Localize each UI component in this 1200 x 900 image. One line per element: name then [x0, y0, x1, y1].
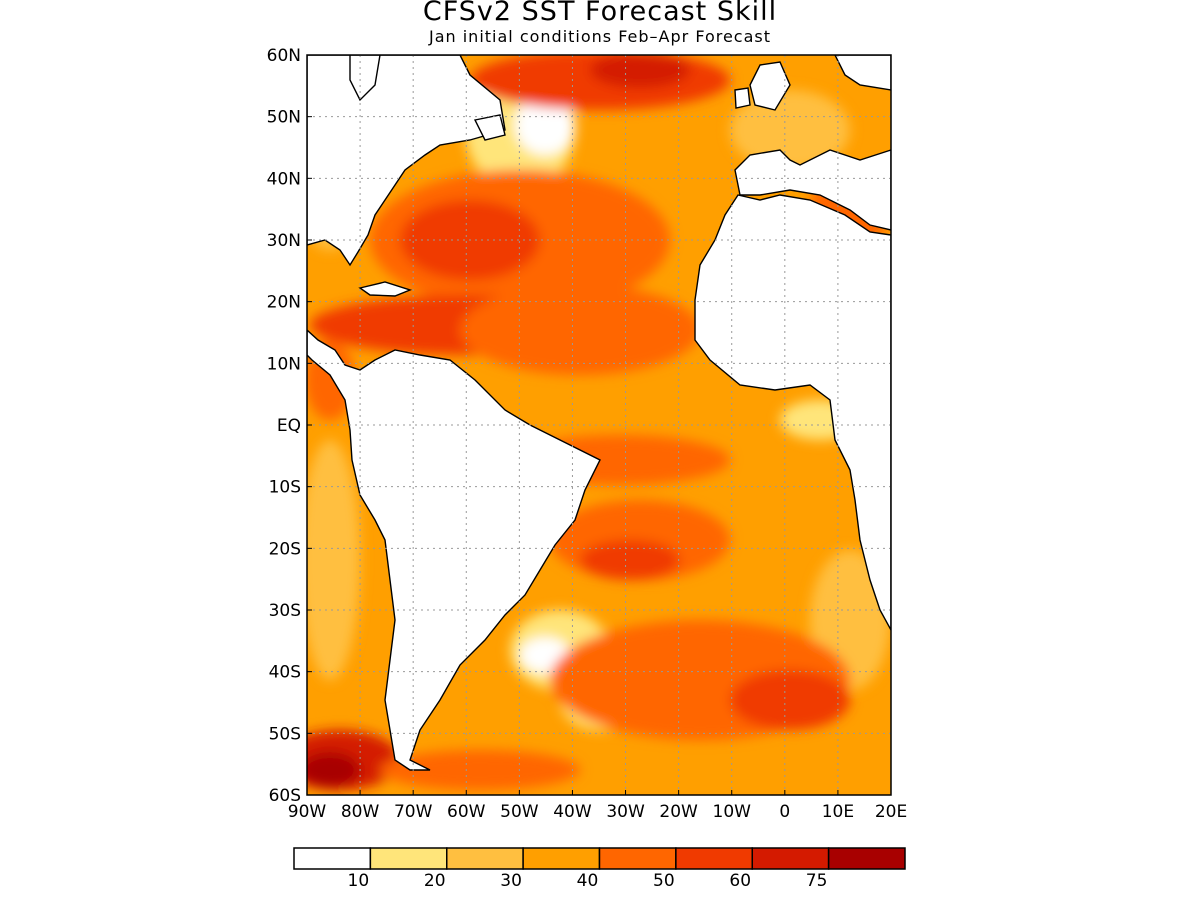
land-masses [307, 55, 891, 771]
colorbar-swatch [369, 847, 448, 870]
colorbar-level-label: 40 [576, 871, 599, 891]
latitude-tick-label: 60S [269, 786, 301, 806]
longitude-tick-label: 40W [553, 802, 592, 822]
longitude-tick-label: 20W [659, 802, 698, 822]
longitude-tick-label: 10E [822, 802, 854, 822]
colorbar-level-label: 30 [500, 871, 522, 891]
map-subtitle: Jan initial conditions Feb–Apr Forecast [428, 27, 772, 46]
colorbar-level-label: 60 [729, 871, 752, 891]
latitude-tick-label: 30N [267, 231, 301, 251]
longitude-tick-label: 80W [341, 802, 380, 822]
longitude-tick-label: 70W [394, 802, 433, 822]
colorbar-swatch [827, 847, 906, 870]
latitude-tick-label: 40N [267, 169, 301, 189]
skill-field [307, 55, 891, 795]
latitude-tick-label: 50N [267, 108, 301, 128]
latitude-tick-label: EQ [277, 416, 301, 436]
colorbar-level-label: 75 [805, 871, 828, 891]
latitude-tick-label: 10S [269, 478, 301, 498]
longitude-tick-label: 20E [875, 802, 907, 822]
latitude-tick-label: 60N [267, 46, 301, 66]
colorbar-swatch [751, 847, 830, 870]
latitude-tick-label: 10N [267, 354, 301, 374]
colorbar [293, 847, 906, 870]
colorbar-level-label: 20 [423, 871, 446, 891]
longitude-tick-label: 30W [606, 802, 645, 822]
colorbar-swatch [446, 847, 524, 870]
colorbar-swatch [293, 847, 372, 870]
longitude-tick-label: 10W [713, 802, 752, 822]
latitude-tick-label: 30S [269, 601, 301, 621]
longitude-axis: 90W 80W 70W 60W 50W 40W 30W 20W 10W 0 10E 20E [288, 790, 907, 822]
latitude-tick-label: 50S [269, 724, 301, 744]
latitude-axis: 60N 50N 40N 30N 20N 10N EQ 10S 20S 30S 40S 50S 60S [267, 46, 312, 806]
map-title: CFSv2 SST Forecast Skill [422, 0, 778, 27]
longitude-tick-label: 90W [288, 802, 327, 822]
latitude-tick-label: 40S [269, 663, 301, 683]
colorbar-level-label: 50 [653, 871, 675, 891]
colorbar-swatch [522, 847, 601, 870]
longitude-tick-label: 60W [447, 802, 486, 822]
latitude-tick-label: 20S [269, 539, 301, 559]
grid-lines [307, 55, 891, 795]
colorbar-swatch [675, 847, 753, 870]
longitude-tick-label: 0 [779, 802, 790, 822]
colorbar-level-label: 10 [347, 871, 370, 891]
latitude-tick-label: 20N [267, 293, 301, 313]
colorbar-swatch [598, 847, 677, 870]
longitude-tick-label: 50W [500, 802, 539, 822]
